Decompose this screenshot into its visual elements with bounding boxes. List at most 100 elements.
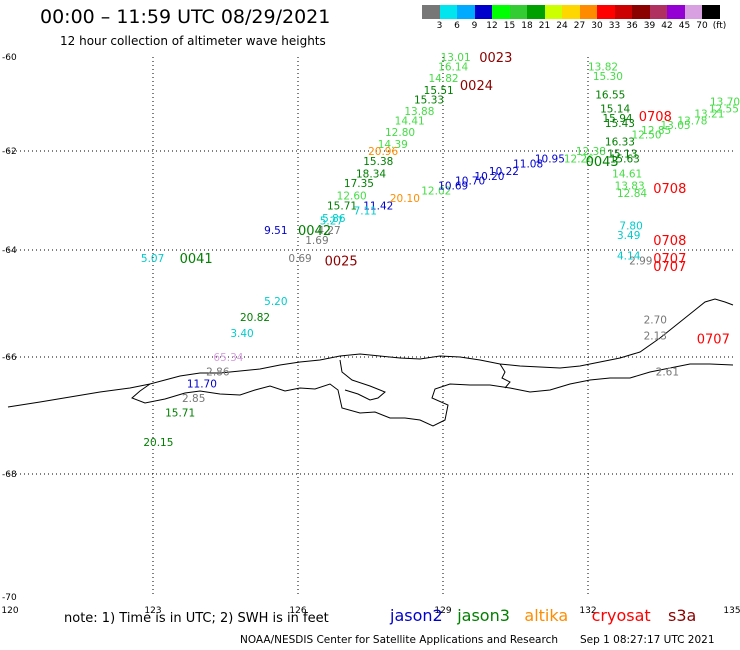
swh-value: 2.61 bbox=[656, 367, 679, 379]
colorbar-swatch bbox=[579, 5, 597, 19]
swh-value: 16.55 bbox=[595, 90, 625, 102]
swh-value: 15.71 bbox=[165, 408, 195, 420]
swh-value: 12.85 bbox=[641, 125, 671, 137]
colorbar-label: 27 bbox=[573, 21, 586, 31]
pass-time-labels: 0023 0024 0042 0041 0025 0043 0708 0708 0708 0707… bbox=[180, 51, 730, 347]
colorbar-swatch bbox=[474, 5, 492, 19]
swh-value: 2.70 bbox=[644, 315, 667, 327]
pass-time: 0041 bbox=[180, 252, 213, 267]
pass-time: 0043 bbox=[586, 155, 619, 170]
lat-tick-label: -62 bbox=[2, 147, 17, 157]
swh-value: 20.10 bbox=[390, 193, 420, 205]
swh-value: 10.20 bbox=[474, 171, 504, 183]
swh-value: 12.02 bbox=[421, 186, 451, 198]
swh-colorbar-labels: 3 6 9 12 15 18 21 24 27 30 33 36 39 42 45 70 (ft) bbox=[422, 21, 740, 33]
lon-tick-label: 126 bbox=[289, 606, 306, 616]
swh-value: 10.69 bbox=[438, 181, 468, 193]
swh-value: 15.43 bbox=[605, 118, 635, 130]
swh-value: 11.42 bbox=[363, 200, 393, 212]
swh-value: 12.60 bbox=[337, 191, 367, 203]
swh-value: 2.99 bbox=[629, 256, 652, 268]
page-title: 00:00 – 11:59 UTC 08/29/2021 bbox=[40, 6, 331, 28]
pass-time: 0707 bbox=[697, 332, 730, 347]
swh-value: 15.13 bbox=[607, 148, 637, 160]
colorbar-swatch bbox=[457, 5, 475, 19]
swh-value: 15.38 bbox=[363, 156, 393, 168]
colorbar-swatch bbox=[649, 5, 667, 19]
swh-value: 5.07 bbox=[141, 253, 164, 265]
page-subtitle: 12 hour collection of altimeter wave hei… bbox=[60, 34, 326, 48]
swh-value: 3.40 bbox=[230, 328, 253, 340]
swh-value: 9.51 bbox=[264, 225, 287, 237]
colorbar-swatch bbox=[509, 5, 527, 19]
lat-tick-label: -64 bbox=[2, 246, 17, 256]
axis-labels: -60 -62 -64 -66 -68 -70 120 123 126 129 132 135 bbox=[1, 53, 740, 616]
swh-value: 4.27 bbox=[317, 225, 340, 237]
pass-time: 0708 bbox=[653, 234, 686, 249]
swh-value: 12.26 bbox=[564, 153, 594, 165]
colorbar-label: 9 bbox=[471, 21, 478, 31]
coastline bbox=[7, 298, 734, 427]
lon-tick-label: 129 bbox=[434, 606, 451, 616]
pass-time: 0708 bbox=[639, 110, 672, 125]
lon-tick-label: 120 bbox=[1, 606, 18, 616]
pass-time: 0025 bbox=[325, 255, 358, 270]
swh-value: 20.96 bbox=[368, 146, 398, 158]
swh-value: 13.01 bbox=[441, 52, 471, 64]
satellite-jason3: jason3 bbox=[457, 606, 510, 625]
lon-tick-label: 123 bbox=[144, 606, 161, 616]
colorbar-swatch bbox=[439, 5, 457, 19]
swh-value: 7.80 bbox=[619, 220, 642, 232]
swh-value: 14.39 bbox=[378, 139, 408, 151]
swh-value: 11.70 bbox=[187, 378, 217, 390]
swh-value: 20.82 bbox=[240, 312, 270, 324]
swh-value: 12.84 bbox=[617, 188, 647, 200]
colorbar-swatch bbox=[422, 5, 440, 19]
swh-value: 5.27 bbox=[320, 215, 343, 227]
swh-value: 14.61 bbox=[612, 168, 642, 180]
colorbar-swatch bbox=[562, 5, 580, 19]
pass-time: 0708 bbox=[653, 182, 686, 197]
lat-tick-label: -70 bbox=[2, 593, 17, 603]
colorbar-label: 12 bbox=[486, 21, 498, 31]
swh-value: 12.55 bbox=[709, 104, 739, 116]
swh-value: 13.78 bbox=[677, 115, 707, 127]
swh-value: 13.70 bbox=[710, 97, 740, 109]
colorbar-swatch bbox=[667, 5, 685, 19]
swh-value: 2.13 bbox=[644, 331, 667, 343]
credit-text: NOAA/NESDIS Center for Satellite Applica… bbox=[240, 634, 558, 646]
swh-value: 7.11 bbox=[354, 205, 377, 217]
swh-value: 16.14 bbox=[438, 61, 468, 73]
colorbar-swatch bbox=[614, 5, 632, 19]
pass-time: 0023 bbox=[479, 51, 512, 66]
swh-value: 20.15 bbox=[143, 437, 173, 449]
pass-time: 0024 bbox=[460, 79, 493, 94]
swh-value: 14.82 bbox=[429, 73, 459, 85]
colorbar-label: 3 bbox=[436, 21, 443, 31]
lat-tick-label: -66 bbox=[2, 353, 17, 363]
swh-value: 15.14 bbox=[600, 104, 630, 116]
swh-value: 10.22 bbox=[489, 166, 519, 178]
satellite-jason2: jason2 bbox=[390, 606, 443, 625]
satellite-altika: altika bbox=[524, 606, 569, 625]
swh-value: 3.49 bbox=[617, 230, 640, 242]
colorbar-label: 6 bbox=[454, 21, 460, 31]
satellite-s3a: s3a bbox=[668, 606, 697, 625]
swh-value: 10.95 bbox=[535, 153, 565, 165]
swh-value: 5.86 bbox=[322, 213, 346, 225]
swh-colorbar bbox=[422, 5, 720, 19]
colorbar-swatch bbox=[632, 5, 650, 19]
lat-tick-label: -68 bbox=[2, 470, 17, 480]
pass-time: 0042 bbox=[298, 224, 331, 239]
swh-value: 12.80 bbox=[385, 127, 415, 139]
swh-value: 13.82 bbox=[588, 61, 618, 73]
timestamp: Sep 1 08:27:17 UTC 2021 bbox=[580, 634, 715, 646]
swh-labels: 13.0116.1414.8215.5115.3313.8814.4112.80… bbox=[141, 52, 740, 449]
colorbar-swatch bbox=[597, 5, 615, 19]
note-text: note: 1) Time is in UTC; 2) SWH is in fe… bbox=[64, 611, 329, 626]
swh-value: 13.83 bbox=[615, 181, 645, 193]
swh-value: 15.71 bbox=[327, 200, 357, 212]
swh-value: 14.41 bbox=[395, 115, 425, 127]
colorbar-swatch bbox=[527, 5, 545, 19]
swh-value: 65.34 bbox=[213, 352, 243, 364]
